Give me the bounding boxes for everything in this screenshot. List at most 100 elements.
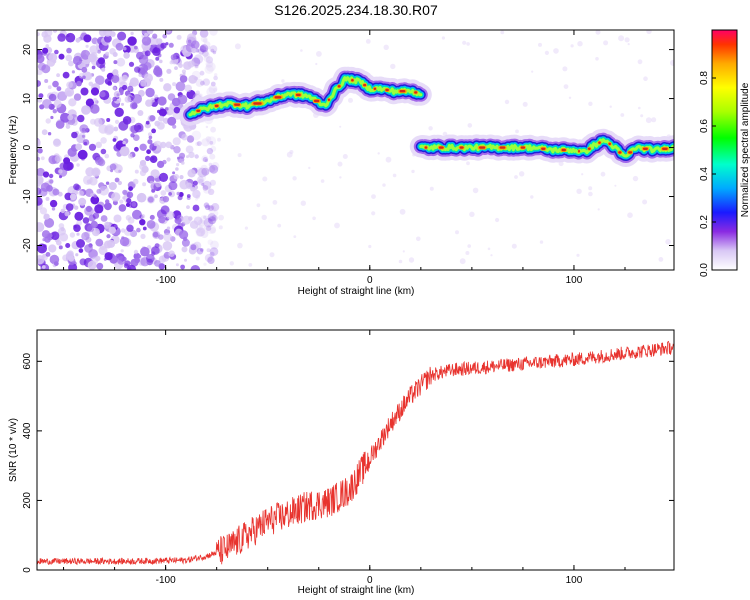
noise-blob [199,93,203,98]
noise-blob [467,123,473,128]
noise-blob [217,137,221,142]
noise-blob [147,196,154,203]
noise-blob [134,66,141,73]
noise-blob [176,191,181,196]
noise-blob [116,57,126,67]
noise-blob [88,143,97,151]
noise-blob [211,215,218,222]
noise-blob [212,50,217,55]
spectrogram-xtick-label: -100 [156,275,176,286]
noise-blob [79,124,89,134]
ridge-peak [608,142,611,146]
noise-blob [77,114,85,123]
noise-blob [78,248,84,253]
noise-blob [37,156,41,161]
noise-blob [133,249,139,255]
noise-blob [45,252,51,257]
noise-blob [154,120,161,127]
noise-blob [59,232,69,242]
ridge-peak [598,141,601,144]
noise-blob [153,94,159,99]
noise-blob [193,63,200,69]
noise-blob [90,104,100,114]
noise-blob [99,91,106,98]
noise-blob [126,198,132,204]
noise-blob [76,163,80,167]
noise-blob [187,39,192,44]
noise-blob [207,218,212,223]
noise-blob [118,204,127,212]
noise-blob [195,48,200,53]
noise-blob [112,86,117,91]
noise-blob [123,52,130,59]
noise-blob [138,254,142,258]
noise-blob [132,178,139,185]
noise-blob [179,230,189,240]
noise-blob [208,216,217,225]
noise-blob [108,226,117,234]
noise-blob [81,66,88,73]
ridge-peak [414,91,418,94]
noise-blob [166,68,172,74]
noise-blob [205,225,212,231]
noise-blob [45,196,50,201]
noise-blob [56,73,60,78]
noise-blob [465,251,470,255]
noise-blob [160,190,167,196]
noise-blob [385,156,392,163]
noise-blob [104,153,110,159]
noise-blob [334,222,340,229]
noise-blob [399,208,406,215]
noise-blob [177,94,188,105]
noise-blob [98,30,107,37]
noise-blob [462,40,467,45]
noise-blob [101,67,106,72]
noise-blob [205,60,214,68]
noise-blob [195,141,200,147]
noise-blob [121,102,124,106]
noise-blob [58,223,65,229]
noise-blob [209,153,216,160]
noise-blob [181,134,188,141]
noise-blob [576,253,580,257]
noise-blob [207,256,215,264]
noise-blob [113,214,122,223]
noise-blob [256,203,261,208]
ridge-peak [438,146,444,149]
noise-blob [128,61,135,67]
noise-blob [65,203,74,212]
noise-blob [65,251,74,260]
noise-blob [48,244,57,253]
noise-blob [173,146,181,154]
noise-blob [339,125,342,128]
noise-blob [195,194,200,200]
noise-blob [77,149,88,160]
noise-blob [37,243,47,254]
noise-blob [127,216,135,224]
noise-blob [68,98,77,107]
snr-ytick-label: 400 [22,422,33,439]
noise-blob [166,226,171,230]
noise-blob [172,171,176,175]
noise-blob [42,99,52,109]
noise-blob [209,45,218,53]
noise-blob [186,194,191,198]
ridge-peak [587,147,591,150]
noise-blob [203,215,207,220]
noise-blob [441,36,445,40]
noise-blob [113,126,119,132]
noise-blob [154,194,158,199]
noise-blob [57,33,66,42]
noise-blob [78,197,87,206]
noise-blob [139,219,146,226]
noise-blob [71,70,75,74]
noise-blob [530,195,534,199]
noise-blob [131,202,137,207]
noise-blob [186,135,195,143]
noise-blob [112,96,117,102]
noise-blob [141,30,151,36]
noise-blob [166,157,171,162]
noise-blob [159,77,164,82]
noise-blob [320,179,325,183]
spectrogram-ytick-label: -20 [22,238,33,253]
